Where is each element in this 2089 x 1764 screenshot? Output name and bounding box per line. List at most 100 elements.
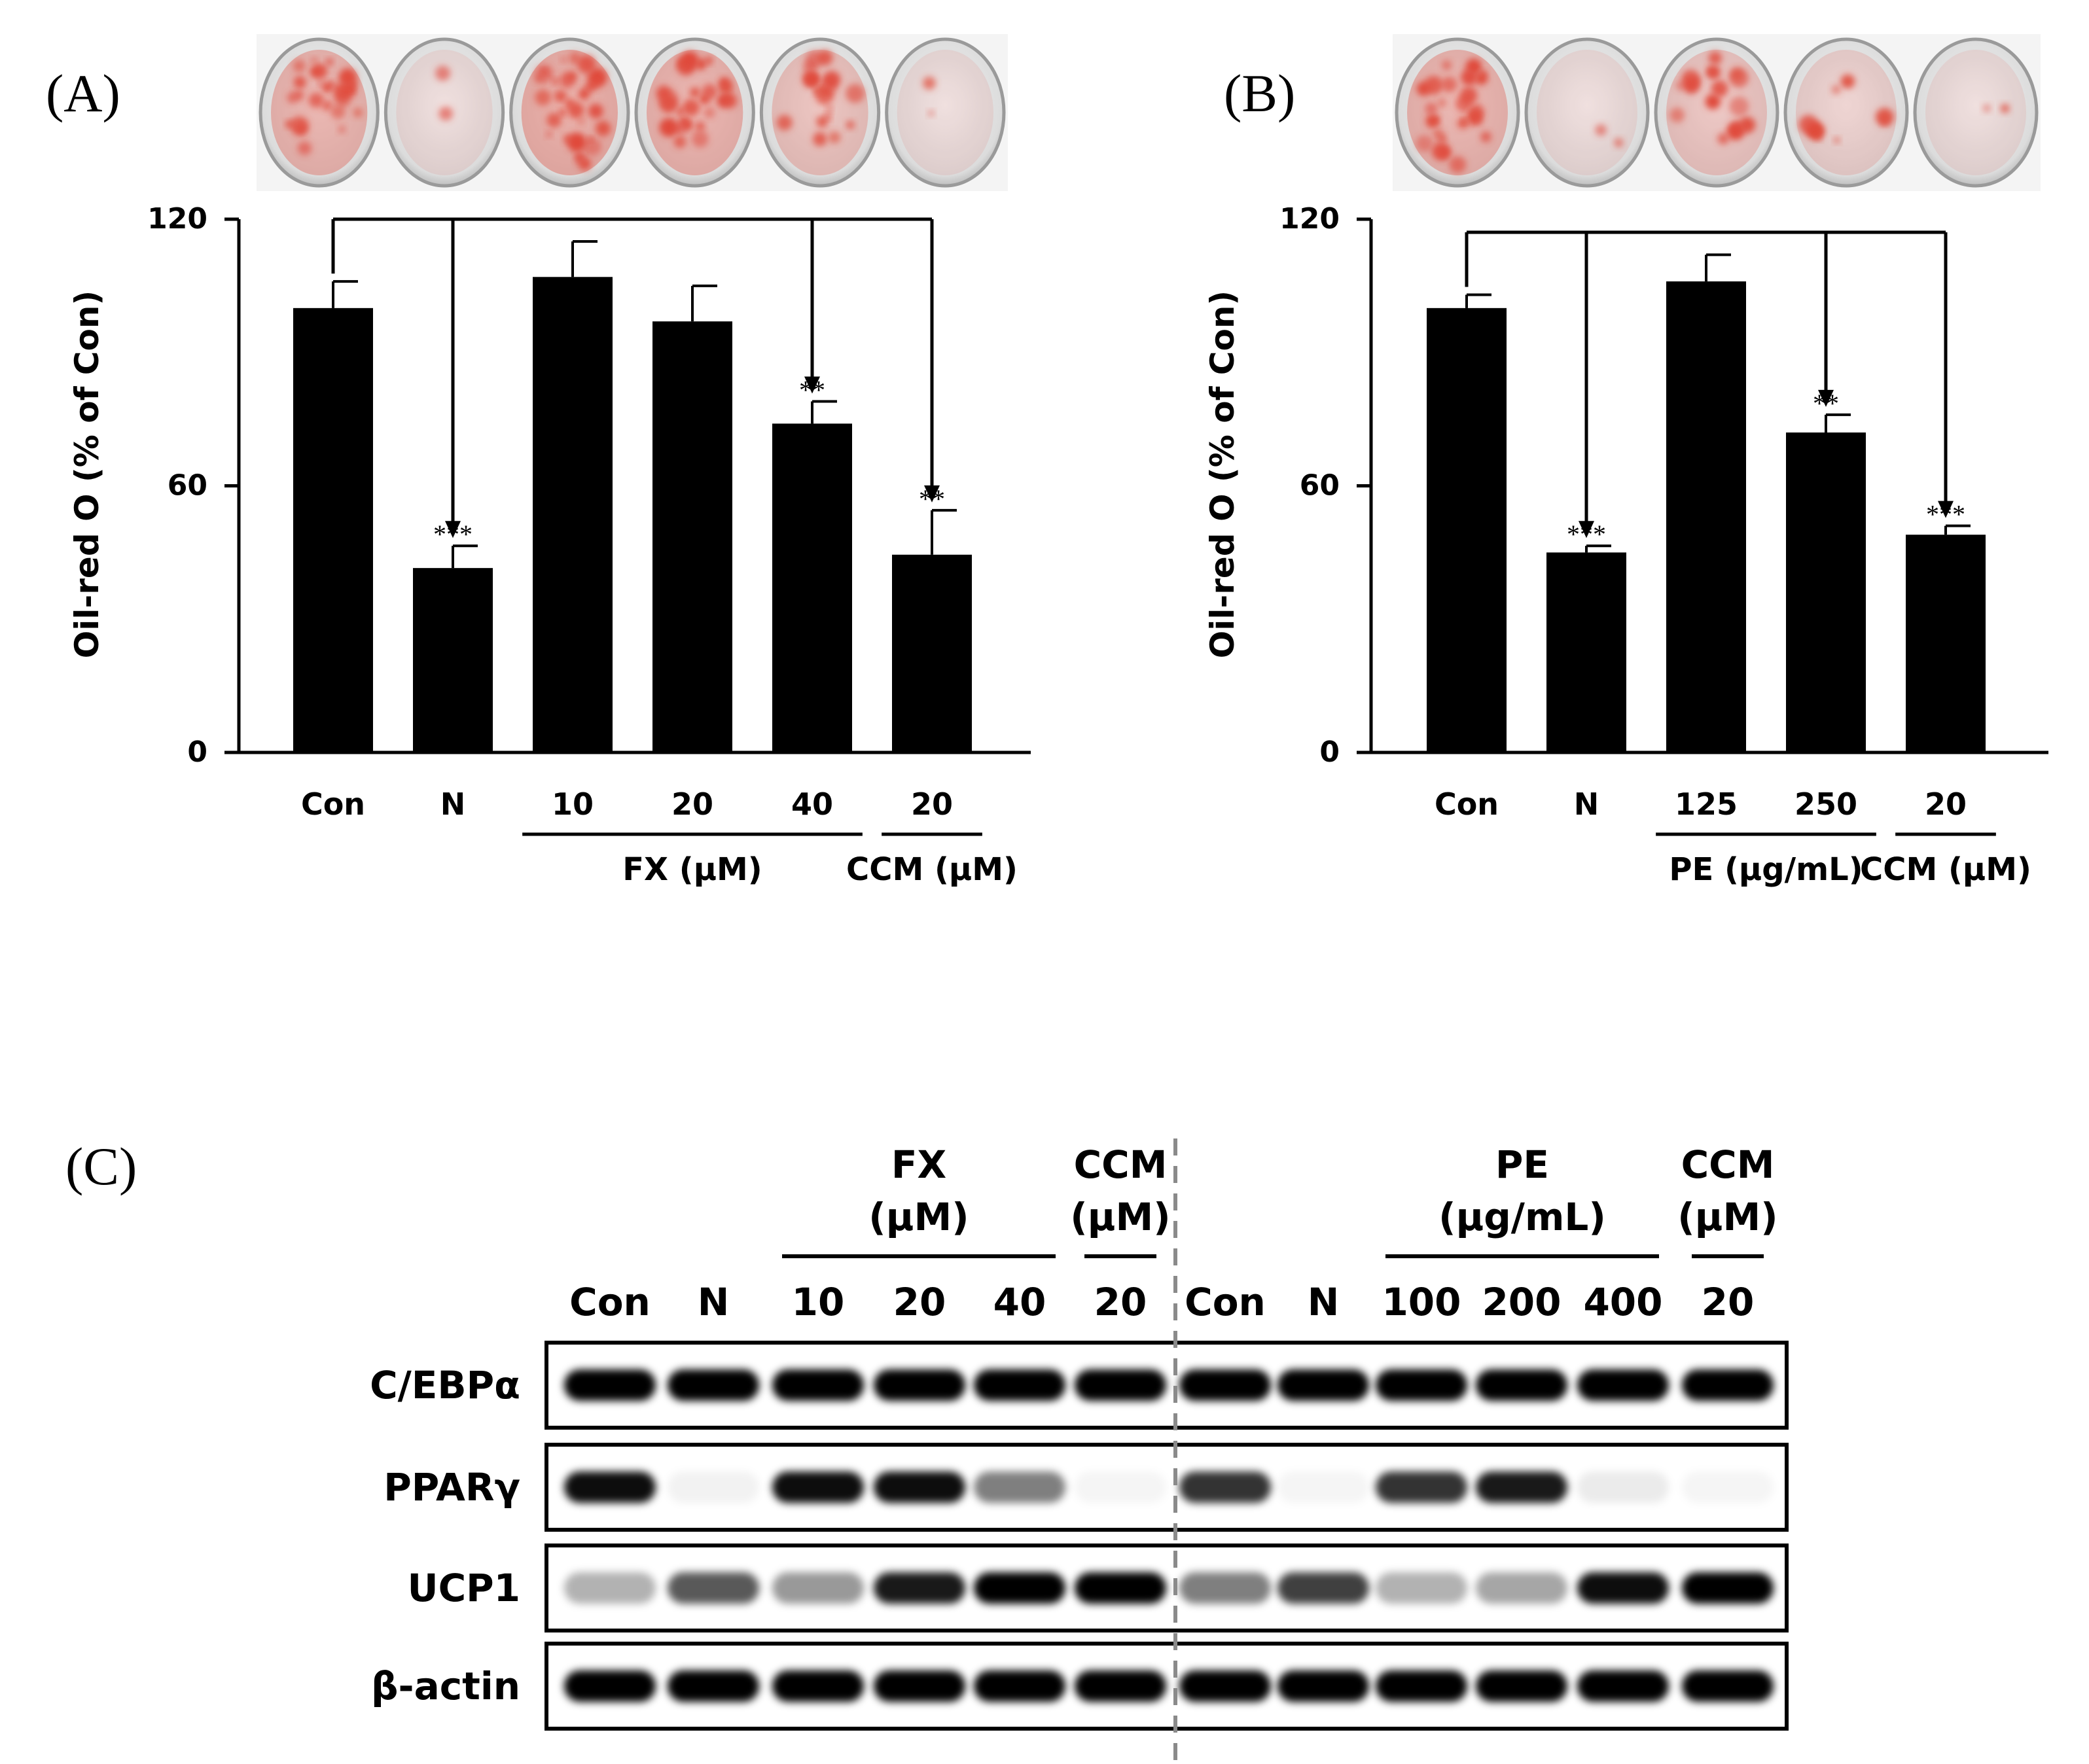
protein-band <box>974 1670 1065 1702</box>
well-rim <box>1524 37 1650 188</box>
protein-band <box>874 1572 965 1604</box>
stain-spot <box>1875 107 1894 127</box>
blot-lane-label: 100 <box>1382 1280 1461 1324</box>
x-tick-label: N <box>440 786 466 822</box>
stain-spot <box>560 57 567 63</box>
stain-spot <box>338 126 346 133</box>
blot-group-label: CCM <box>1681 1142 1775 1187</box>
x-tick-label: 40 <box>791 786 833 822</box>
significance-marker: *** <box>433 520 473 549</box>
blot-group-label: (μM) <box>868 1195 969 1239</box>
stain-spot <box>683 99 700 116</box>
protein-band <box>1682 1572 1774 1604</box>
blot-lane-label: 10 <box>792 1280 845 1324</box>
comparison-arrowhead <box>924 485 940 503</box>
stain-spot <box>673 135 687 149</box>
bar-a-5 <box>892 554 972 752</box>
protein-band <box>1682 1670 1774 1702</box>
significance-marker: *** <box>1567 520 1606 549</box>
stain-spot <box>704 107 715 118</box>
stain-spot <box>1669 107 1685 123</box>
protein-band <box>772 1670 864 1702</box>
bar-b-1 <box>1546 552 1626 752</box>
protein-label: UCP1 <box>407 1566 520 1610</box>
blot-lane-label: 200 <box>1482 1280 1561 1324</box>
blot-header: FX (μM) CCM (μM) PE (μg/mL) CCM (μM) Con N 10 20 40 2… <box>569 1142 1778 1324</box>
bar-a-1 <box>413 568 493 752</box>
protein-band <box>668 1369 759 1401</box>
stain-spot <box>1706 65 1721 80</box>
stain-spot <box>595 120 611 137</box>
stain-spot <box>1729 96 1749 116</box>
blot-lane-label: 20 <box>1094 1280 1147 1324</box>
stain-spot <box>1416 135 1433 152</box>
stain-spot <box>1425 102 1438 115</box>
protein-band <box>1179 1472 1271 1503</box>
stain-spot <box>659 118 679 137</box>
protein-band <box>668 1472 759 1503</box>
stain-spot <box>776 115 793 131</box>
stained-well <box>885 37 1006 188</box>
blot-row-1: PPARγ <box>384 1443 1789 1532</box>
protein-band <box>668 1670 759 1702</box>
stain-spot <box>296 124 307 135</box>
blot-rows: C/EBPα PPARγ UCP1 β-actin <box>370 1341 1789 1731</box>
stain-spot <box>660 95 678 113</box>
protein-band <box>1577 1670 1669 1702</box>
protein-band <box>564 1572 656 1604</box>
well-plate-strip-a <box>257 34 1008 191</box>
stain-spot <box>928 110 935 116</box>
protein-band <box>1577 1369 1669 1401</box>
protein-band <box>564 1670 656 1702</box>
protein-label: PPARγ <box>384 1465 520 1509</box>
blot-row-3: β-actin <box>371 1642 1789 1731</box>
bar-a-4 <box>772 423 852 752</box>
stain-spot <box>717 94 730 108</box>
stain-spot <box>583 137 601 156</box>
protein-band <box>874 1369 965 1401</box>
stain-spot <box>1729 68 1749 88</box>
group-label: CCM (μM) <box>1860 851 2031 888</box>
stained-wells-b <box>1393 34 2041 191</box>
blot-group-label: PE <box>1495 1142 1549 1187</box>
stain-spot <box>1449 156 1467 173</box>
protein-band <box>668 1572 759 1604</box>
protein-band <box>1376 1472 1467 1503</box>
protein-band <box>1179 1369 1271 1401</box>
blot-group-label: FX <box>891 1142 946 1187</box>
stain-spot <box>823 71 841 89</box>
stain-spot <box>922 77 936 90</box>
protein-band <box>1376 1572 1467 1604</box>
protein-band <box>1476 1472 1567 1503</box>
stained-well <box>1395 37 1520 188</box>
protein-band <box>1376 1670 1467 1702</box>
group-label: FX (μM) <box>622 851 762 888</box>
comparison-arrowhead <box>1938 501 1954 518</box>
stain-spot <box>1459 86 1478 105</box>
stain-spot <box>575 152 584 162</box>
bars-b <box>1427 230 1986 752</box>
x-tick-label: 125 <box>1675 786 1738 822</box>
stain-spot <box>1480 131 1491 143</box>
stain-spot <box>1688 75 1701 88</box>
y-tick-label: 120 <box>1279 202 1340 236</box>
stain-spot <box>1457 117 1469 130</box>
stain-spot <box>588 103 603 119</box>
blot-lane-label: 400 <box>1583 1280 1662 1324</box>
panel-label-c: (C) <box>65 1137 137 1196</box>
protein-band <box>1476 1572 1567 1604</box>
stain-spot <box>690 87 700 97</box>
stained-well <box>634 37 755 188</box>
y-tick-label: 0 <box>1319 735 1340 769</box>
blot-lane-label: Con <box>569 1280 651 1324</box>
stain-spot <box>330 105 346 119</box>
stain-spot <box>438 106 453 121</box>
stain-spot <box>2000 103 2010 113</box>
stain-spot <box>676 107 685 116</box>
well-stain-tint <box>1537 50 1637 175</box>
stain-spot <box>312 63 328 79</box>
protein-band <box>1277 1572 1369 1604</box>
